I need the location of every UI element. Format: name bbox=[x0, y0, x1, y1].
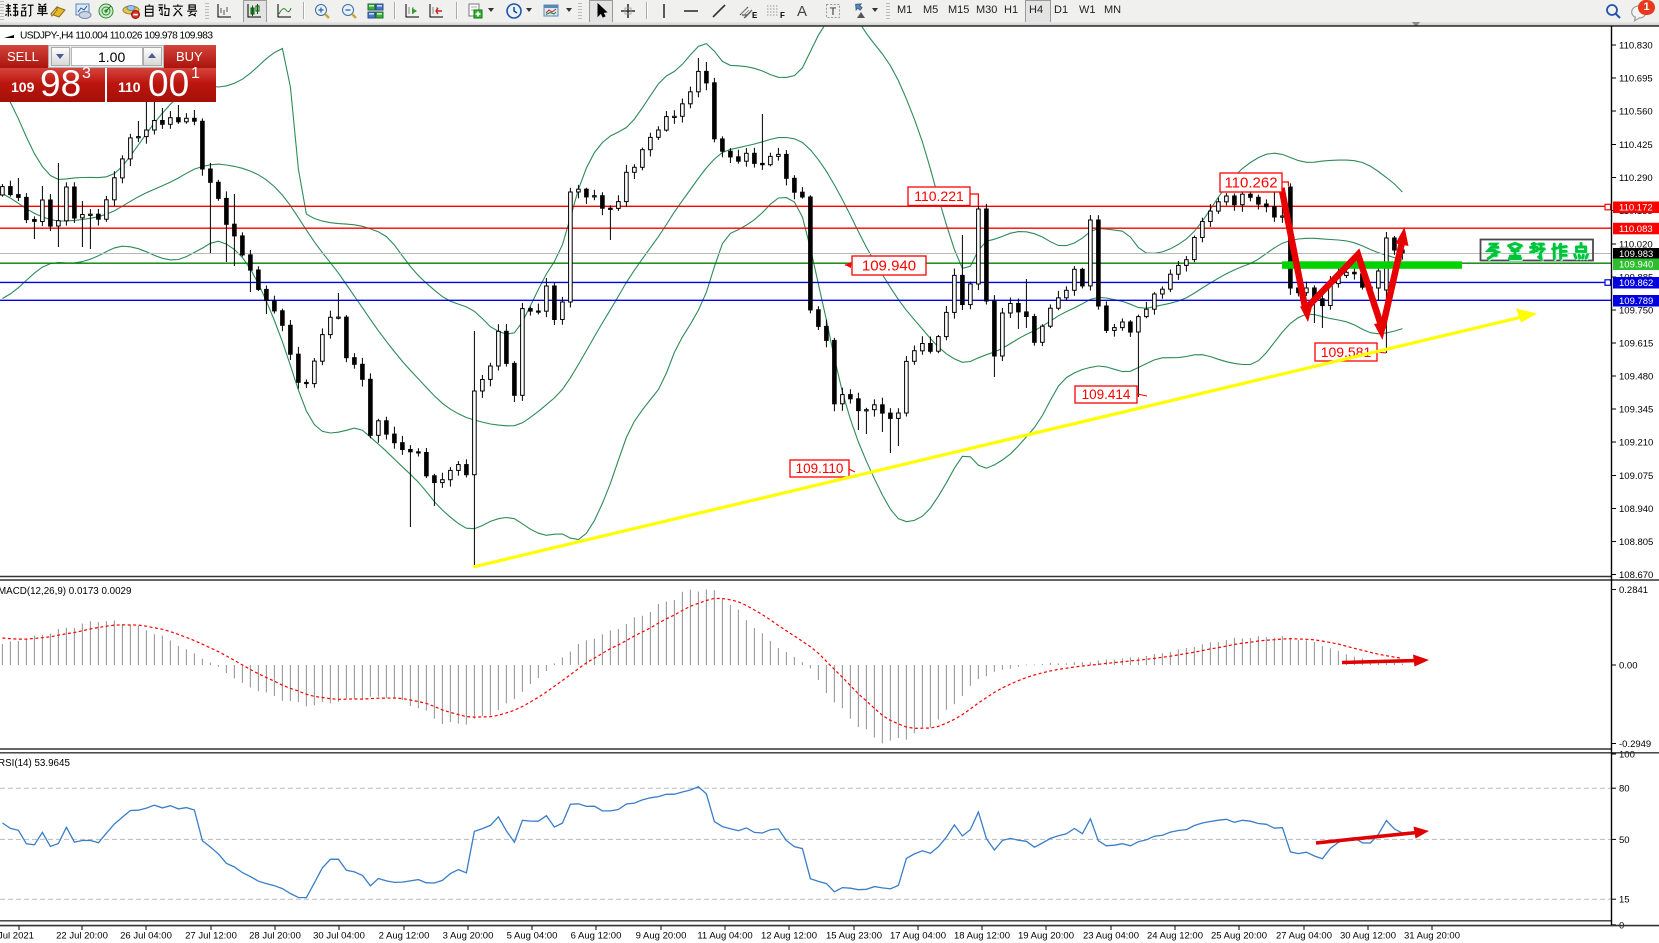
svg-text:0.00: 0.00 bbox=[1619, 661, 1638, 672]
svg-text:T: T bbox=[830, 6, 837, 18]
svg-text:110.425: 110.425 bbox=[1619, 140, 1653, 151]
svg-text:USDJPY-,H4 110.004 110.026 10: USDJPY-,H4 110.004 110.026 109.978 109.9… bbox=[20, 31, 213, 42]
svg-text:109.615: 109.615 bbox=[1619, 339, 1653, 350]
svg-text:9 Aug 20:00: 9 Aug 20:00 bbox=[636, 931, 687, 942]
svg-text:109.210: 109.210 bbox=[1619, 438, 1653, 449]
svg-text:30 Jul 04:00: 30 Jul 04:00 bbox=[313, 931, 365, 942]
svg-text:3 Aug 20:00: 3 Aug 20:00 bbox=[443, 931, 494, 942]
svg-text:110.695: 110.695 bbox=[1619, 74, 1653, 85]
svg-text:5 Aug 04:00: 5 Aug 04:00 bbox=[507, 931, 558, 942]
svg-text:23 Aug 04:00: 23 Aug 04:00 bbox=[1083, 931, 1139, 942]
svg-text:15 Aug 23:00: 15 Aug 23:00 bbox=[826, 931, 882, 942]
svg-text:MACD(12,26,9) 0.0173 0.0029: MACD(12,26,9) 0.0173 0.0029 bbox=[0, 586, 131, 597]
svg-text:0.2841: 0.2841 bbox=[1619, 585, 1648, 596]
svg-text:109.789: 109.789 bbox=[1619, 296, 1653, 307]
svg-text:108.805: 108.805 bbox=[1619, 537, 1653, 548]
svg-text:RSI(14) 53.9645: RSI(14) 53.9645 bbox=[0, 758, 70, 769]
svg-text:19 Aug 20:00: 19 Aug 20:00 bbox=[1018, 931, 1074, 942]
svg-text:24 Aug 12:00: 24 Aug 12:00 bbox=[1147, 931, 1203, 942]
svg-text:110.020: 110.020 bbox=[1619, 240, 1653, 251]
svg-text:80: 80 bbox=[1619, 784, 1630, 795]
svg-text:108.670: 108.670 bbox=[1619, 570, 1653, 581]
svg-text:110.830: 110.830 bbox=[1619, 41, 1653, 52]
svg-text:110.290: 110.290 bbox=[1619, 173, 1653, 184]
svg-text:109.480: 109.480 bbox=[1619, 372, 1653, 383]
svg-text:30 Aug 12:00: 30 Aug 12:00 bbox=[1340, 931, 1396, 942]
svg-text:25 Aug 20:00: 25 Aug 20:00 bbox=[1211, 931, 1267, 942]
svg-text:27 Aug 04:00: 27 Aug 04:00 bbox=[1276, 931, 1332, 942]
svg-text:50: 50 bbox=[1619, 835, 1630, 846]
svg-text:1 Jul 2021: 1 Jul 2021 bbox=[0, 931, 34, 942]
svg-text:18 Aug 12:00: 18 Aug 12:00 bbox=[954, 931, 1010, 942]
svg-text:27 Jul 12:00: 27 Jul 12:00 bbox=[185, 931, 237, 942]
svg-text:100: 100 bbox=[1619, 750, 1635, 761]
svg-text:28 Jul 20:00: 28 Jul 20:00 bbox=[249, 931, 301, 942]
svg-text:2 Aug 12:00: 2 Aug 12:00 bbox=[379, 931, 430, 942]
svg-text:109.414: 109.414 bbox=[1082, 387, 1131, 402]
svg-text:109.750: 109.750 bbox=[1619, 306, 1653, 317]
svg-text:11 Aug 04:00: 11 Aug 04:00 bbox=[697, 931, 752, 942]
svg-text:109.940: 109.940 bbox=[1619, 260, 1653, 271]
svg-text:110.560: 110.560 bbox=[1619, 107, 1653, 118]
svg-text:6 Aug 12:00: 6 Aug 12:00 bbox=[571, 931, 622, 942]
svg-text:22 Jul 20:00: 22 Jul 20:00 bbox=[56, 931, 108, 942]
svg-text:17 Aug 04:00: 17 Aug 04:00 bbox=[890, 931, 946, 942]
svg-text:-0.2949: -0.2949 bbox=[1619, 739, 1651, 750]
svg-text:109.983: 109.983 bbox=[1619, 249, 1653, 260]
svg-text:110.221: 110.221 bbox=[914, 188, 964, 204]
svg-text:26 Jul 04:00: 26 Jul 04:00 bbox=[120, 931, 172, 942]
svg-text:31 Aug 20:00: 31 Aug 20:00 bbox=[1404, 931, 1460, 942]
svg-text:109.075: 109.075 bbox=[1619, 471, 1653, 482]
svg-text:108.940: 108.940 bbox=[1619, 504, 1653, 515]
svg-text:12 Aug 12:00: 12 Aug 12:00 bbox=[761, 931, 817, 942]
svg-text:110.172: 110.172 bbox=[1619, 203, 1653, 214]
svg-text:109.862: 109.862 bbox=[1619, 278, 1653, 289]
svg-text:109.110: 109.110 bbox=[796, 461, 844, 476]
svg-text:110.262: 110.262 bbox=[1224, 175, 1277, 192]
svg-text:109.940: 109.940 bbox=[862, 258, 916, 275]
svg-text:110.083: 110.083 bbox=[1619, 224, 1653, 235]
svg-text:15: 15 bbox=[1619, 895, 1630, 906]
svg-text:109.345: 109.345 bbox=[1619, 405, 1653, 416]
